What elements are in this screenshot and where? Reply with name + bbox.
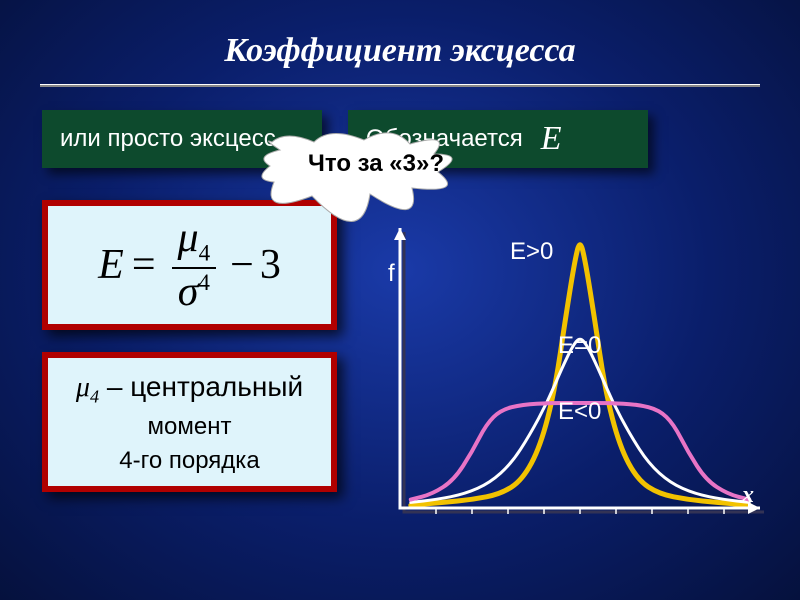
note-line2: момент xyxy=(148,410,232,444)
curve-label-E>0: E>0 xyxy=(510,238,553,266)
note-content: μ4 – центральный момент 4-го порядка xyxy=(48,358,331,486)
formula-num-sym: μ xyxy=(178,215,199,261)
speech-callout: Что за «3»? xyxy=(252,130,472,260)
greenbox-left-text: или просто эксцесс xyxy=(60,125,276,153)
note-mu-sub: 4 xyxy=(90,386,99,406)
formula-num-sub: 4 xyxy=(199,240,211,266)
formula-den-sup: 4 xyxy=(198,269,210,295)
title-underline xyxy=(40,84,760,87)
formula-equals: = xyxy=(132,241,156,289)
page-title: Коэффициент эксцесса xyxy=(0,32,800,70)
curve-label-E=0: E=0 xyxy=(558,332,601,360)
note-line1: μ4 – центральный xyxy=(76,367,303,410)
callout-text: Что за «3»? xyxy=(286,150,466,178)
note-mu: μ xyxy=(76,372,90,403)
note-line3: 4-го порядка xyxy=(119,444,259,478)
greenbox-right-symbol: E xyxy=(541,120,562,158)
note-line1-rest: центральный xyxy=(130,371,303,402)
note-panel: μ4 – центральный момент 4-го порядка xyxy=(42,352,337,492)
formula-minus: − xyxy=(230,241,254,289)
formula-lhs: E xyxy=(98,241,124,289)
note-dash: – xyxy=(99,371,130,402)
curve-label-E<0: E<0 xyxy=(558,398,601,426)
axis-label-y: f xyxy=(388,260,395,288)
formula-den-sym: σ xyxy=(178,269,199,315)
formula-fraction: μ4 σ4 xyxy=(172,217,217,312)
axis-label-x: x xyxy=(742,482,754,509)
